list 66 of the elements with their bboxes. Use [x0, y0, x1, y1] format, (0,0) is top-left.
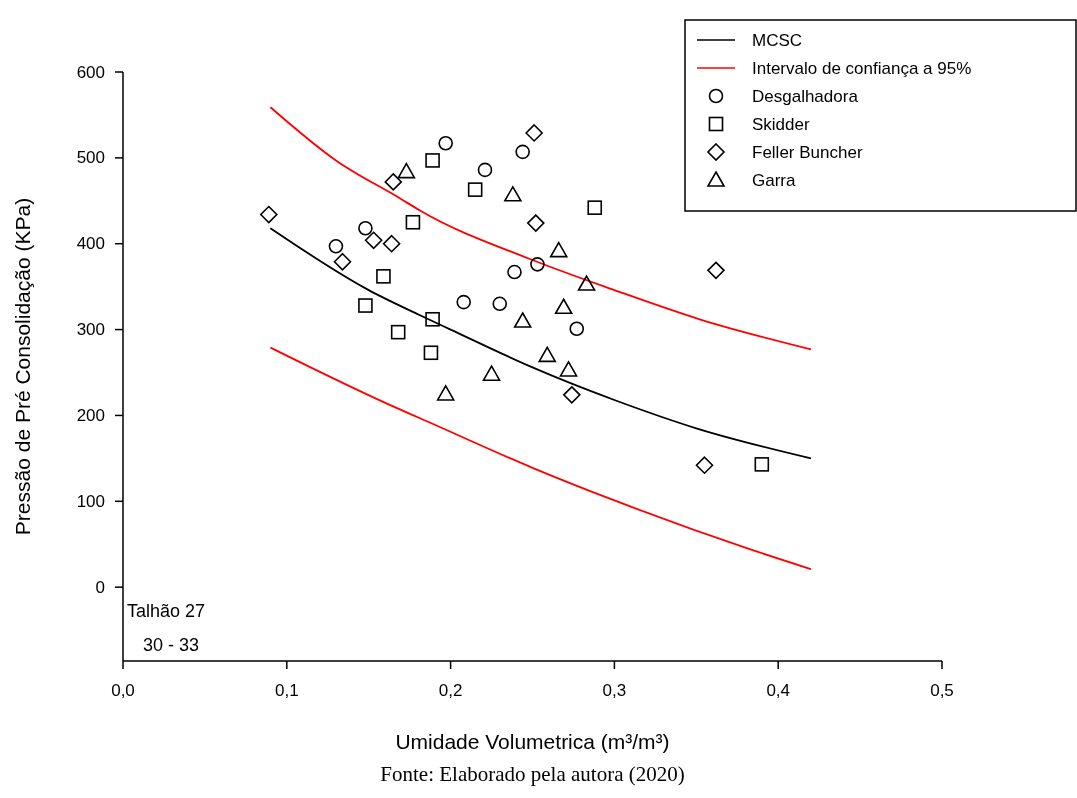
- point: [707, 261, 725, 280]
- x-tick-label: 0,0: [111, 681, 135, 700]
- x-tick-label: 0,2: [438, 681, 463, 700]
- y-tick-label: 600: [76, 62, 105, 82]
- point: [333, 252, 352, 271]
- point: [436, 385, 455, 401]
- point: [563, 386, 581, 404]
- point: [364, 231, 383, 250]
- point: [397, 162, 416, 179]
- point: [358, 220, 373, 236]
- y-tick-label: 500: [76, 148, 105, 168]
- point: [587, 200, 603, 215]
- point: [390, 324, 406, 340]
- point: [467, 182, 483, 197]
- point: [559, 361, 578, 377]
- point: [259, 205, 278, 224]
- annotation: Talhão 27: [127, 601, 206, 621]
- x-tick-label: 0,1: [274, 681, 299, 700]
- x-axis-title: Umidade Volumetrica (m³/m³): [395, 730, 670, 753]
- point: [538, 346, 557, 363]
- point: [507, 264, 522, 280]
- point: [577, 275, 596, 291]
- point: [482, 365, 501, 382]
- point: [382, 234, 401, 253]
- y-tick-label: 100: [76, 491, 105, 511]
- point: [384, 173, 403, 191]
- point: [569, 321, 585, 337]
- legend-label: MCSC: [752, 30, 803, 50]
- point: [515, 144, 530, 160]
- point: [328, 239, 344, 254]
- x-tick-label: 0,4: [766, 681, 791, 700]
- point: [425, 153, 440, 168]
- legend-label: Desgalhadora: [752, 86, 859, 106]
- point: [695, 456, 714, 475]
- point: [477, 162, 493, 178]
- y-axis-title: Pressão de Pré Consolidação (KPa): [11, 197, 34, 536]
- point: [376, 269, 391, 284]
- point: [456, 294, 471, 310]
- point: [526, 214, 545, 232]
- point: [530, 257, 545, 272]
- annotation: 30 - 33: [143, 635, 200, 655]
- line-series: [269, 346, 812, 571]
- line-series: [269, 227, 812, 460]
- point: [513, 312, 532, 328]
- point: [504, 185, 522, 202]
- legend-label: Skidder: [752, 114, 810, 134]
- y-tick-label: 400: [76, 234, 105, 254]
- legend-label: Intervalo de confiança a 95%: [752, 58, 972, 78]
- point: [549, 241, 568, 258]
- point: [492, 296, 508, 312]
- point: [405, 214, 421, 230]
- legend-label: Feller Buncher: [752, 142, 863, 162]
- source-note: Fonte: Elaborado pela autora (2020): [380, 762, 685, 786]
- point: [438, 135, 453, 151]
- x-tick-label: 0,3: [602, 681, 627, 700]
- point: [358, 298, 373, 313]
- y-tick-label: 0: [95, 577, 105, 597]
- y-tick-label: 200: [76, 405, 105, 425]
- point: [423, 345, 439, 361]
- point: [525, 124, 543, 142]
- point: [425, 311, 440, 327]
- legend-label: Garra: [752, 170, 796, 190]
- x-tick-label: 0,5: [930, 681, 954, 700]
- point: [754, 457, 770, 472]
- point: [554, 298, 573, 315]
- y-tick-label: 300: [76, 320, 105, 340]
